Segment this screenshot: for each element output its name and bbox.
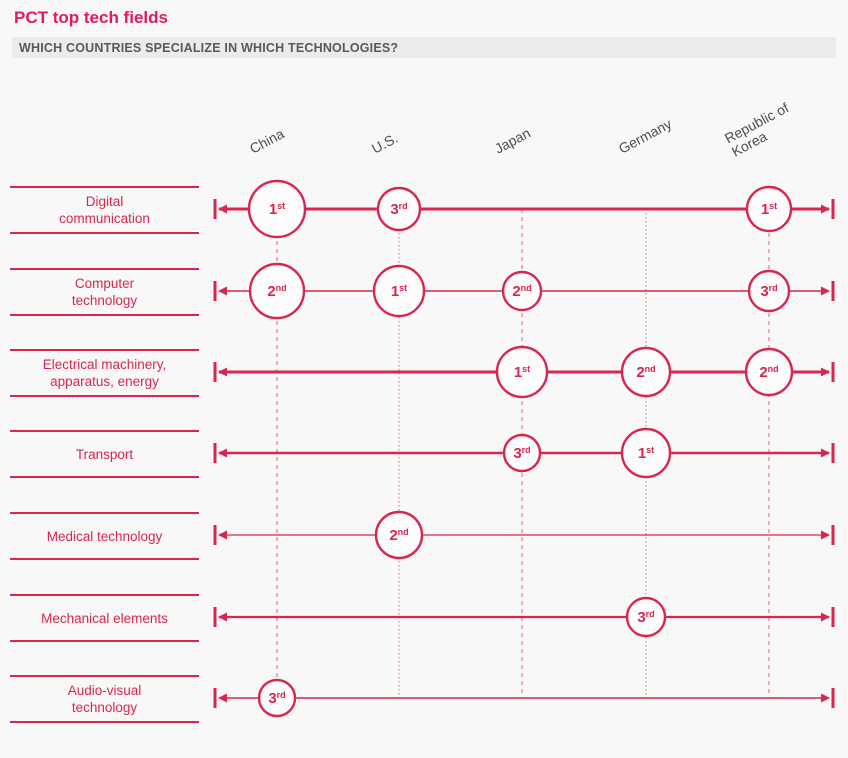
rank-circle <box>257 678 297 718</box>
rank-circle <box>747 269 791 313</box>
left-arrowhead-icon <box>218 693 227 703</box>
rank-label: 1st <box>761 201 777 218</box>
row-label-block: Medical technology <box>10 512 199 560</box>
rank-label: 2nd <box>759 364 778 381</box>
rank-label: 1st <box>638 445 654 462</box>
right-arrowhead-icon <box>821 612 830 622</box>
right-arrowhead-icon <box>821 530 830 540</box>
rank-circle <box>495 345 549 399</box>
column-header-label: Republic ofKorea <box>722 99 798 159</box>
rank-circle <box>745 185 793 233</box>
left-arrowhead-icon <box>218 367 227 377</box>
right-arrowhead-icon <box>821 204 830 214</box>
rank-label: 2nd <box>389 527 408 544</box>
column-header-label: Germany <box>616 115 674 156</box>
rank-label: 3rd <box>637 609 654 626</box>
subtitle-bar: WHICH COUNTRIES SPECIALIZE IN WHICH TECH… <box>12 37 836 58</box>
rank-circle <box>620 427 672 479</box>
row-label-text: Electrical machinery, <box>42 357 167 372</box>
row-label-block: Mechanical elements <box>10 594 199 642</box>
rank-circle <box>502 433 542 473</box>
row-label-text: Medical technology <box>46 528 163 544</box>
rank-circle <box>376 186 422 232</box>
row-label-text: Transport <box>75 446 134 462</box>
left-arrowhead-icon <box>218 204 227 214</box>
left-arrowhead-icon <box>218 612 227 622</box>
rank-circle <box>744 347 794 397</box>
row-label-text: communication <box>59 211 150 226</box>
row-label-block: Audio-visual technology <box>10 675 199 723</box>
rank-circle <box>625 596 667 638</box>
row-label-block: Transport <box>10 430 199 478</box>
rank-label: 3rd <box>760 283 777 300</box>
rank-label: 3rd <box>390 201 407 218</box>
left-arrowhead-icon <box>218 530 227 540</box>
right-arrowhead-icon <box>821 286 830 296</box>
rank-label: 1st <box>514 364 530 381</box>
rank-circle <box>374 510 424 560</box>
rank-circle <box>501 270 543 312</box>
subtitle-text: WHICH COUNTRIES SPECIALIZE IN WHICH TECH… <box>19 40 399 55</box>
rank-circle <box>372 264 426 318</box>
row-label-block: Digital communication <box>10 186 199 234</box>
row-label-text: apparatus, energy <box>50 374 159 389</box>
rank-circle <box>247 179 307 239</box>
row-label-text: Audio-visual <box>67 683 142 698</box>
row-label-block: Computer technology <box>10 268 199 316</box>
rank-label: 2nd <box>636 364 655 381</box>
column-header-label: China <box>247 125 287 156</box>
rank-circle <box>620 346 672 398</box>
left-arrowhead-icon <box>218 286 227 296</box>
column-header-label: U.S. <box>369 130 401 157</box>
row-label-text: Digital <box>85 194 124 209</box>
row-label-text: Computer <box>74 276 135 291</box>
right-arrowhead-icon <box>821 448 830 458</box>
rank-label: 2nd <box>267 283 286 300</box>
left-arrowhead-icon <box>218 448 227 458</box>
rank-label: 3rd <box>268 690 285 707</box>
rank-label: 2nd <box>512 283 531 300</box>
row-label-text: technology <box>71 700 138 715</box>
rank-label: 3rd <box>513 445 530 462</box>
page-title: PCT top tech fields <box>14 8 168 27</box>
right-arrowhead-icon <box>821 693 830 703</box>
right-arrowhead-icon <box>821 367 830 377</box>
row-label-text: Mechanical elements <box>41 610 168 626</box>
rank-label: 1st <box>269 201 285 218</box>
column-header-label: Japan <box>492 125 533 157</box>
row-label-block: Electrical machinery, apparatus, energy <box>10 349 199 397</box>
rank-circle <box>248 262 306 320</box>
row-label-text: technology <box>71 293 138 308</box>
rank-label: 1st <box>391 283 407 300</box>
